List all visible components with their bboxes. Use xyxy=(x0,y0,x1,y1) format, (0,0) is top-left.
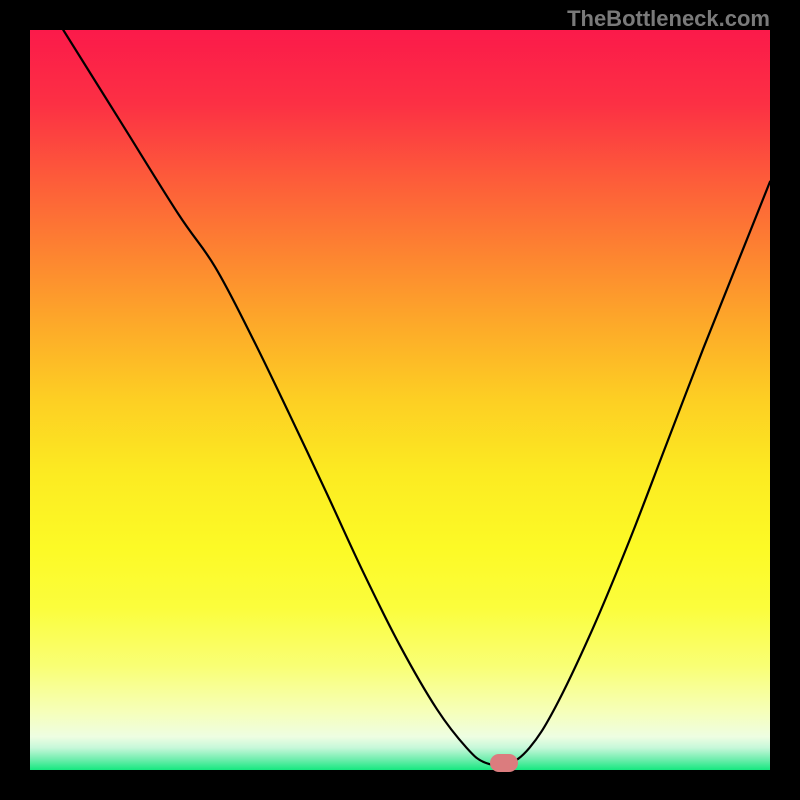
watermark-text: TheBottleneck.com xyxy=(567,6,770,32)
chart-plot-area xyxy=(30,30,770,770)
bottleneck-curve xyxy=(30,30,770,770)
curve-path xyxy=(63,30,770,766)
optimal-marker xyxy=(490,754,518,772)
